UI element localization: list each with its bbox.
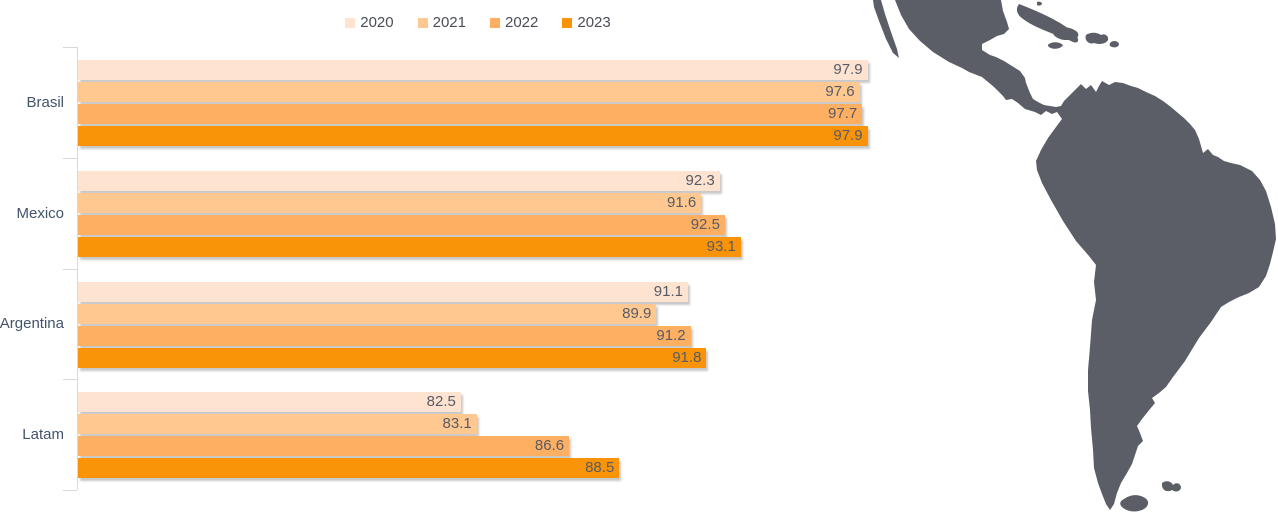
value-label: 91.8 [672, 348, 702, 366]
bar-2020: 82.5 [78, 392, 461, 413]
value-label: 82.5 [426, 393, 456, 411]
bar-2020: 97.9 [78, 60, 868, 80]
bar-2023: 91.8 [78, 347, 707, 368]
chart-legend: 2020 2021 2022 2023 [78, 14, 878, 31]
value-label: 83.1 [442, 415, 472, 433]
value-label: 92.5 [690, 215, 720, 233]
legend-swatch [490, 17, 500, 28]
value-label: 93.1 [706, 237, 736, 255]
legend-swatch [417, 17, 428, 28]
value-label: 91.1 [653, 282, 683, 300]
mainland-silhouette [895, 0, 1276, 510]
bar-2021: 91.6 [78, 192, 702, 213]
bar-2021: 83.1 [78, 414, 477, 435]
bar-2021: 97.6 [78, 82, 860, 102]
bar-group: Argentina 91.1 89.9 91.2 91.8 [0, 269, 923, 380]
bar-group: Mexico 92.3 91.6 92.5 93.1 [16, 158, 923, 269]
bar-2023: 88.5 [78, 458, 620, 479]
axis-tick [63, 379, 77, 381]
value-label: 88.5 [585, 459, 615, 477]
legend-item: 2022 [490, 14, 538, 31]
value-label: 91.2 [656, 326, 686, 344]
legend-label: 2021 [432, 14, 466, 31]
legend-item: 2023 [562, 14, 611, 31]
legend-item: 2020 [345, 14, 394, 31]
hispaniola-island [1052, 27, 1079, 41]
bahamas-islet [1037, 1, 1042, 6]
legend-label: 2023 [577, 14, 611, 31]
bar-2022: 92.5 [78, 214, 725, 235]
bar-2020: 92.3 [78, 170, 720, 191]
category-label: Brasil [26, 93, 64, 111]
value-label: 97.9 [833, 127, 863, 144]
value-label: 91.6 [666, 193, 697, 211]
category-label: Argentina [0, 315, 64, 333]
falkland-islands [1161, 481, 1181, 492]
value-label: 86.6 [534, 437, 565, 455]
y-axis-line [77, 47, 78, 490]
axis-tick [63, 490, 77, 491]
value-label: 92.3 [685, 171, 715, 189]
bar-2023: 93.1 [78, 236, 741, 257]
category-label: Latam [22, 426, 64, 444]
bar-2022: 97.7 [78, 104, 863, 124]
legend-label: 2022 [505, 14, 539, 31]
jamaica-island [1047, 42, 1063, 49]
puerto-rico-island [1085, 32, 1109, 44]
legend-swatch [562, 17, 573, 28]
bar-2021: 89.9 [78, 303, 657, 324]
value-label: 89.9 [622, 304, 652, 322]
value-label: 97.6 [825, 83, 855, 100]
legend-label: 2020 [360, 14, 394, 31]
bar-group: Latam 82.5 83.1 86.6 88.5 [22, 379, 923, 490]
bar-2023: 97.9 [78, 126, 868, 146]
latam-map [848, 0, 1278, 527]
bar-group: Brasil 97.9 97.6 97.7 97.9 [26, 47, 923, 158]
axis-tick [63, 47, 77, 48]
small-antilles-island [1109, 40, 1119, 48]
baja-california [873, 0, 899, 58]
axis-tick [63, 268, 77, 270]
category-label: Mexico [16, 204, 64, 222]
bar-2022: 86.6 [78, 436, 570, 457]
value-label: 97.7 [828, 105, 858, 122]
tierra-del-fuego-island [1120, 495, 1149, 512]
bar-2022: 91.2 [78, 325, 691, 346]
value-label: 97.9 [833, 61, 863, 78]
bar-chart: Brasil 97.9 97.6 97.7 97.9 Mexico 92.3 91.6 92.5… [0, 47, 923, 490]
bar-2020: 91.1 [78, 281, 688, 302]
legend-swatch [345, 17, 356, 28]
axis-tick [63, 157, 77, 159]
legend-item: 2021 [417, 14, 466, 31]
